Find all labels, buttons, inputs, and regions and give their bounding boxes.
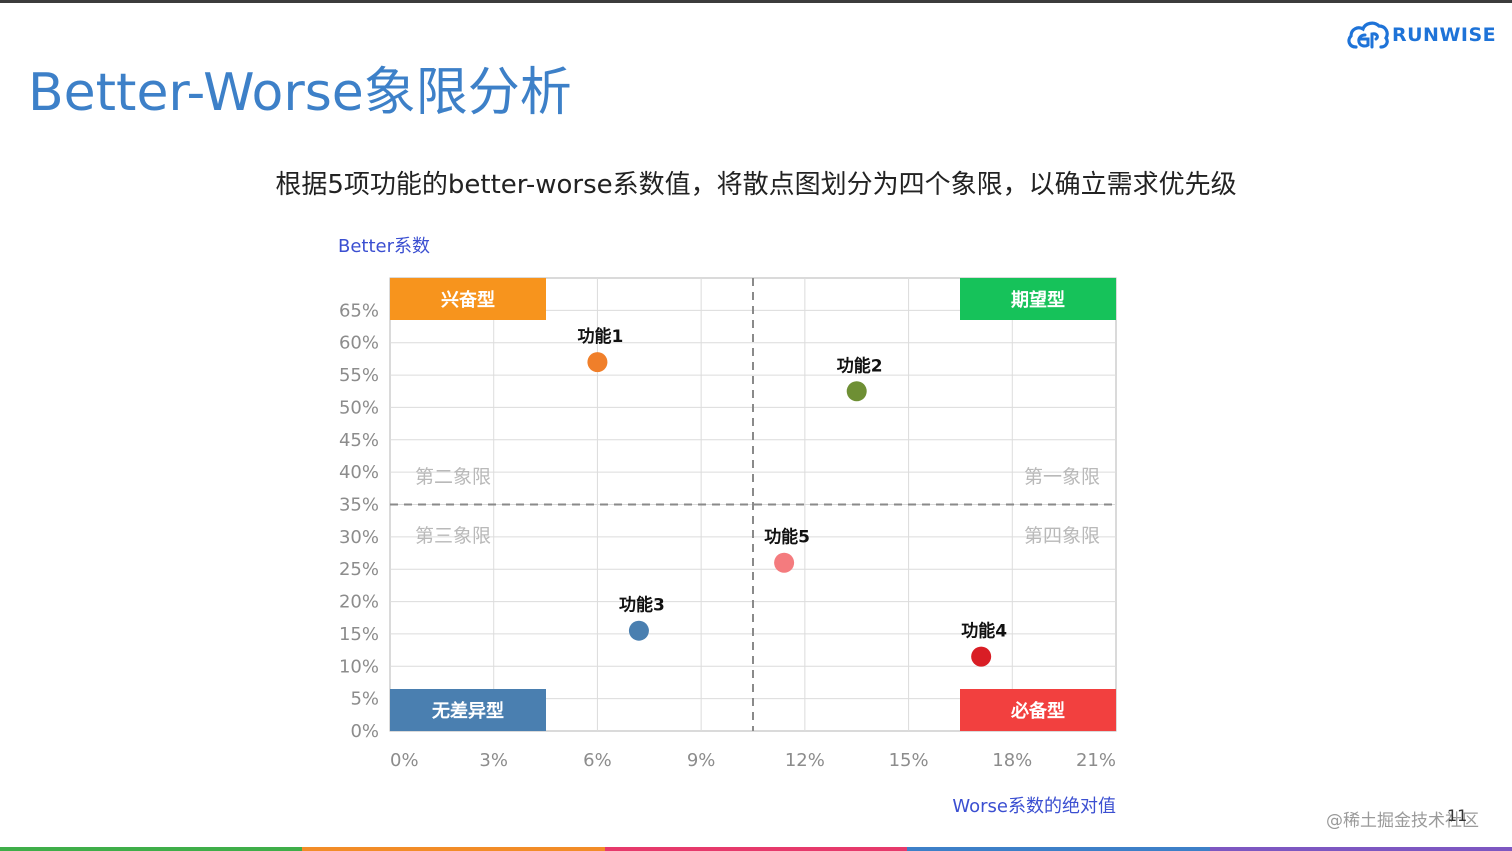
data-point-label: 功能5 <box>764 527 810 548</box>
data-point <box>587 352 608 373</box>
cloud-logo-icon <box>1347 21 1389 49</box>
y-tick-label: 45% <box>339 430 379 451</box>
footer-segment <box>1209 847 1512 851</box>
slide-subtitle: 根据5项功能的better-worse系数值，将散点图划分为四个象限，以确立需求… <box>275 170 1237 200</box>
y-tick-label: 10% <box>339 656 379 677</box>
y-tick-label: 65% <box>339 300 379 321</box>
category-badge-label: 无差异型 <box>432 700 504 722</box>
category-badge-label: 兴奋型 <box>441 289 495 311</box>
watermark: @稀土掘金技术社区 <box>1326 811 1479 831</box>
x-axis-title: Worse系数的绝对值 <box>952 796 1116 817</box>
y-tick-label: 40% <box>339 462 379 483</box>
category-badge-label: 期望型 <box>1011 289 1065 311</box>
y-tick-label: 20% <box>339 592 379 613</box>
y-tick-label: 35% <box>339 495 379 516</box>
quadrant-label: 第二象限 <box>415 466 491 488</box>
quadrant-label: 第一象限 <box>1024 466 1100 488</box>
y-tick-label: 55% <box>339 365 379 386</box>
y-tick-label: 0% <box>350 721 379 742</box>
y-tick-label: 5% <box>350 689 379 710</box>
y-tick-label: 25% <box>339 559 379 580</box>
data-point-label: 功能3 <box>619 595 665 616</box>
y-tick-label: 15% <box>339 624 379 645</box>
x-tick-label: 6% <box>583 750 612 771</box>
runwise-logo: RUNWISE <box>1346 18 1496 52</box>
data-point <box>846 381 867 402</box>
category-badge <box>960 278 1116 320</box>
x-tick-label: 21% <box>1076 750 1116 771</box>
top-border <box>0 0 1512 3</box>
category-badge <box>390 278 546 320</box>
data-point-label: 功能4 <box>961 621 1007 642</box>
category-badge <box>960 689 1116 731</box>
logo-text: RUNWISE <box>1392 24 1497 46</box>
x-tick-label: 12% <box>785 750 825 771</box>
footer-segment <box>604 847 908 851</box>
footer-segment <box>0 847 303 851</box>
data-point <box>628 620 649 641</box>
footer-color-bar <box>0 847 1512 851</box>
x-tick-label: 0% <box>390 750 419 771</box>
footer-segment <box>302 847 605 851</box>
quadrant-label: 第三象限 <box>415 525 491 547</box>
y-tick-label: 50% <box>339 397 379 418</box>
category-badge <box>390 689 546 731</box>
page-number: 11 <box>1447 806 1468 825</box>
data-point-label: 功能1 <box>578 326 624 347</box>
y-tick-label: 60% <box>339 333 379 354</box>
y-tick-label: 30% <box>339 527 379 548</box>
data-point-label: 功能2 <box>837 355 883 376</box>
data-point <box>774 552 795 573</box>
quadrant-label: 第四象限 <box>1024 525 1100 547</box>
category-badge-label: 必备型 <box>1010 700 1065 722</box>
y-axis-title: Better系数 <box>338 236 430 257</box>
footer-segment <box>907 847 1210 851</box>
slide-title: Better-Worse象限分析 <box>28 63 572 123</box>
x-tick-label: 18% <box>992 750 1032 771</box>
x-tick-label: 9% <box>687 750 716 771</box>
x-tick-label: 3% <box>479 750 508 771</box>
data-point <box>971 646 992 667</box>
x-tick-label: 15% <box>889 750 929 771</box>
